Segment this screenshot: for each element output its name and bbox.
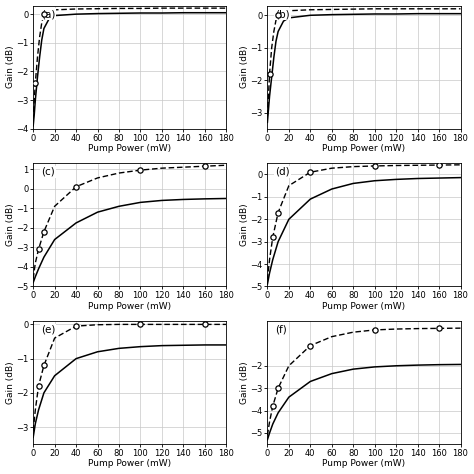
Y-axis label: Gain (dB): Gain (dB) (6, 46, 15, 89)
Text: (d): (d) (275, 167, 290, 177)
X-axis label: Pump Power (mW): Pump Power (mW) (88, 302, 171, 311)
X-axis label: Pump Power (mW): Pump Power (mW) (322, 302, 406, 311)
X-axis label: Pump Power (mW): Pump Power (mW) (322, 459, 406, 468)
Text: (f): (f) (275, 325, 287, 335)
Text: (e): (e) (41, 325, 55, 335)
Y-axis label: Gain (dB): Gain (dB) (240, 203, 249, 246)
X-axis label: Pump Power (mW): Pump Power (mW) (322, 144, 406, 153)
Text: (a): (a) (41, 9, 55, 19)
Y-axis label: Gain (dB): Gain (dB) (6, 203, 15, 246)
X-axis label: Pump Power (mW): Pump Power (mW) (88, 144, 171, 153)
Text: (b): (b) (275, 9, 290, 19)
Y-axis label: Gain (dB): Gain (dB) (240, 361, 249, 404)
X-axis label: Pump Power (mW): Pump Power (mW) (88, 459, 171, 468)
Text: (c): (c) (41, 167, 55, 177)
Y-axis label: Gain (dB): Gain (dB) (6, 361, 15, 404)
Y-axis label: Gain (dB): Gain (dB) (240, 46, 249, 89)
